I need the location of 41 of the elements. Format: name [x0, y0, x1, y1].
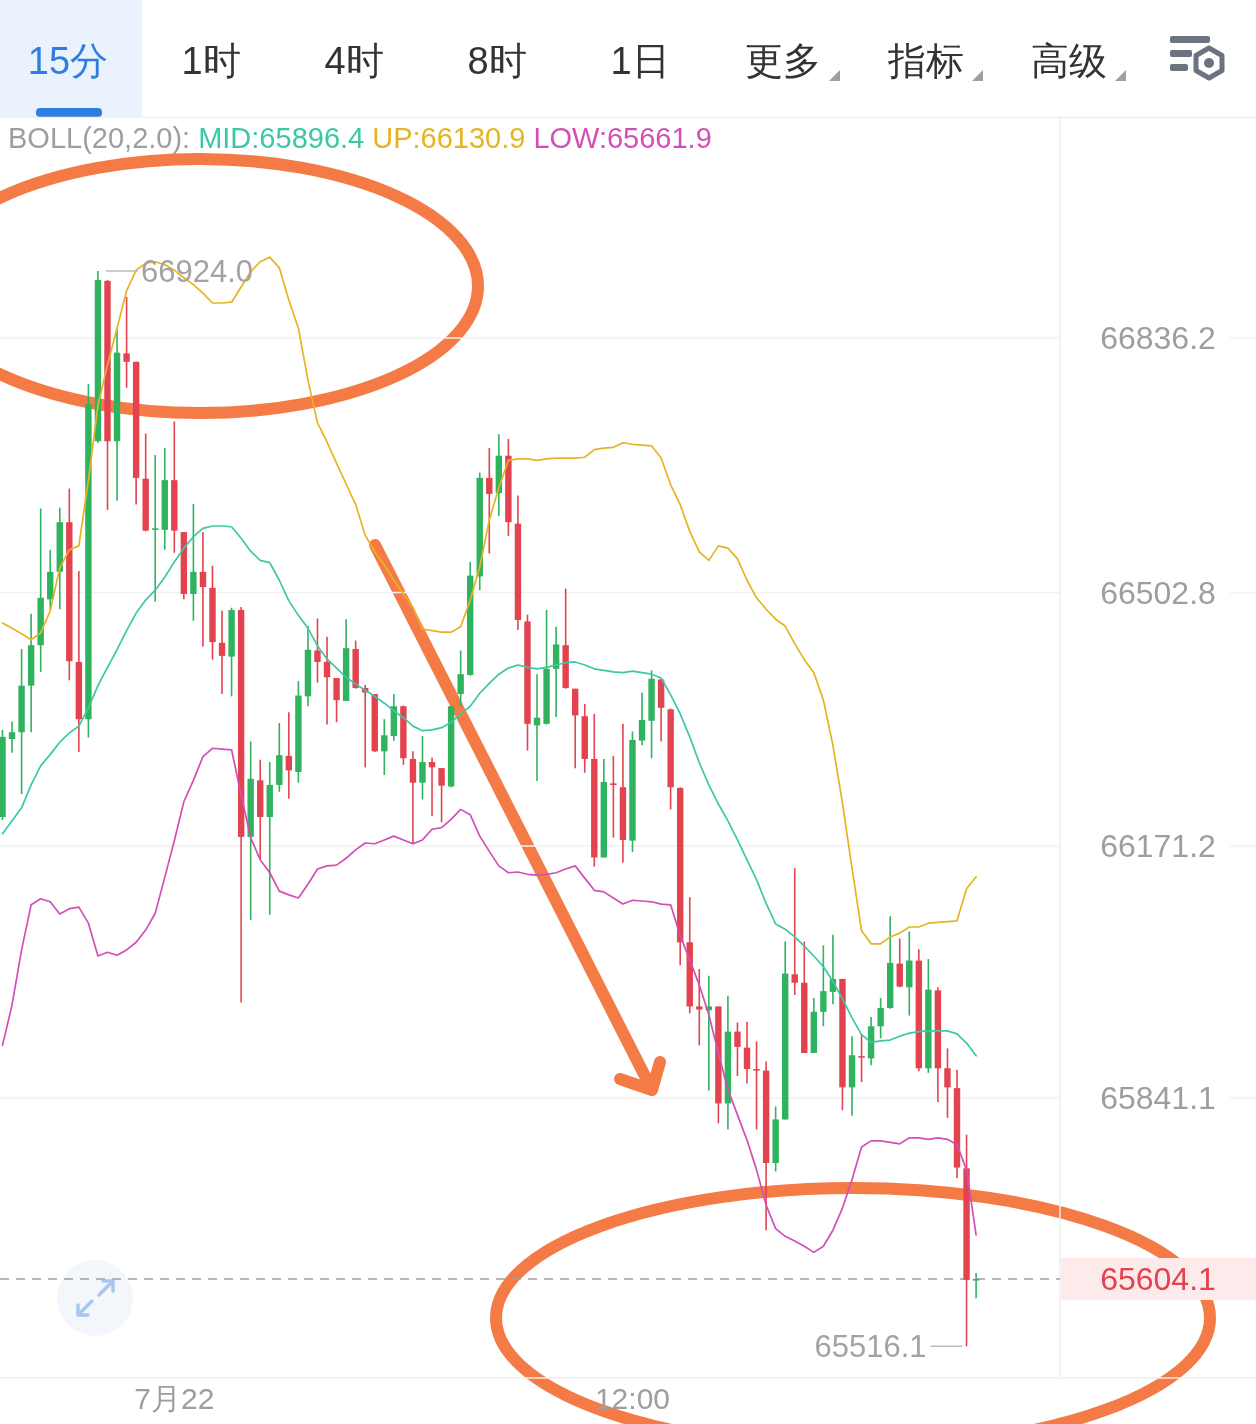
annotation: 65516.1 [814, 1329, 927, 1365]
candlestick [381, 718, 388, 776]
candlestick [8, 720, 16, 754]
candlestick [753, 1040, 760, 1131]
candlestick [896, 937, 903, 989]
candlestick [438, 767, 445, 824]
candlestick [944, 1047, 951, 1119]
line-series [1, 256, 977, 945]
y-tick-label: 66836.2 [1100, 319, 1216, 356]
candlestick [199, 531, 207, 648]
candlestick [190, 503, 197, 622]
legend: BOLL(20,2.0): MID:65896.4 UP:66130.9 LOW:65661.9 [8, 122, 712, 154]
ref-line-label: 65604.1 [1100, 1261, 1216, 1298]
candlestick [638, 691, 646, 747]
candlestick [486, 447, 493, 555]
candlestick [285, 711, 293, 800]
x-tick-label: 12:00 [594, 1382, 671, 1415]
candlestick [858, 1033, 865, 1083]
x-tick-label: 7月22 [134, 1382, 215, 1415]
candlestick [696, 968, 703, 1047]
candlestick [152, 454, 159, 603]
candlestick [791, 867, 798, 996]
candlestick [333, 677, 340, 724]
candlestick [734, 1021, 741, 1077]
candlestick [323, 635, 331, 726]
y-tick-label: 66171.2 [1100, 827, 1216, 864]
candlestick [610, 755, 617, 839]
y-tick-label: 65841.1 [1100, 1080, 1216, 1116]
candlestick [123, 296, 130, 389]
candlestick [419, 735, 426, 801]
candlestick [820, 944, 827, 1028]
candlestick [314, 617, 321, 684]
candlestick [972, 1272, 980, 1299]
candlestick [743, 1020, 751, 1085]
line-series [1, 525, 977, 1057]
candlestick [877, 997, 884, 1040]
line-series [1, 747, 977, 1254]
y-tick-label: 66502.8 [1100, 574, 1216, 611]
candlestick [409, 750, 417, 844]
candlestick [457, 649, 464, 708]
candlestick [218, 609, 226, 695]
